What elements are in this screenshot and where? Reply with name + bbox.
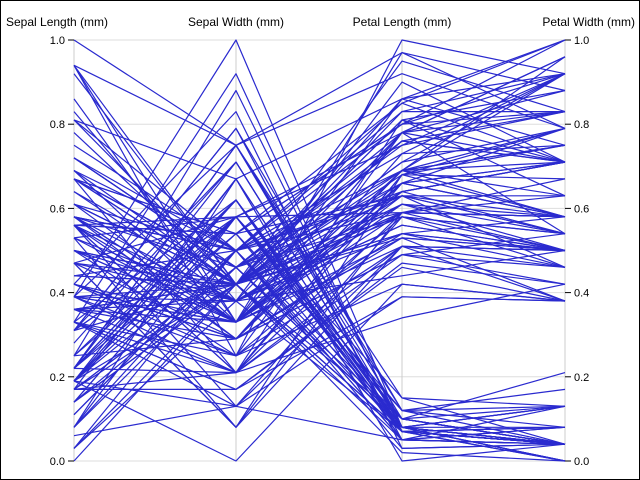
data-line-134: [73, 132, 566, 357]
data-line-95: [73, 233, 566, 298]
data-line-127: [73, 161, 566, 285]
data-line-148: [73, 73, 566, 239]
data-line-69: [73, 254, 566, 374]
data-line-119: [73, 174, 566, 428]
left-tick-label-2: 0.4: [50, 288, 65, 300]
left-tick-label-0: 0.0: [50, 456, 65, 468]
axis-label-1: Sepal Width (mm): [188, 15, 284, 29]
data-line-75: [73, 191, 566, 285]
data-line-140: [73, 56, 566, 268]
data-line-144: [73, 39, 566, 235]
data-line-138: [73, 161, 566, 285]
data-line-147: [73, 127, 566, 285]
data-line-103: [73, 132, 566, 302]
data-line-37: [73, 178, 566, 462]
data-line-98: [73, 283, 566, 374]
right-tick-label-2: 0.4: [574, 288, 589, 300]
data-line-137: [73, 140, 566, 268]
left-tick-label-3: 0.6: [50, 203, 65, 215]
data-line-125: [73, 102, 566, 252]
axis-label-2: Petal Length (mm): [353, 15, 452, 29]
right-tick-label-0: 0.0: [574, 456, 589, 468]
data-line-146: [73, 144, 566, 374]
left-tick-label-5: 1.0: [50, 35, 65, 47]
data-line-48: [73, 161, 566, 445]
data-line-131: [73, 39, 566, 146]
data-line-121: [73, 127, 566, 323]
data-line-141: [73, 73, 566, 268]
data-line-149: [73, 161, 566, 285]
left-tick-label-1: 0.2: [50, 372, 65, 384]
data-line-142: [73, 144, 566, 340]
right-tick-label-4: 0.8: [574, 119, 589, 131]
data-line-89: [73, 245, 566, 374]
data-line-100: [73, 39, 566, 235]
data-line-81: [73, 266, 566, 390]
data-line-85: [73, 195, 566, 264]
data-line-93: [73, 296, 566, 407]
data-line-117: [73, 51, 566, 146]
axis-label-0: Sepal Length (mm): [6, 15, 108, 29]
data-line-122: [73, 51, 566, 323]
data-line-99: [73, 237, 566, 323]
data-line-13: [73, 283, 566, 462]
data-line-79: [73, 283, 566, 357]
data-line-135: [73, 64, 566, 285]
data-line-84: [73, 212, 566, 332]
left-tick-label-4: 0.8: [50, 119, 65, 131]
data-line-34: [73, 266, 566, 462]
right-tick-label-1: 0.2: [574, 372, 589, 384]
data-line-45: [73, 283, 566, 433]
right-tick-label-5: 1.0: [574, 35, 589, 47]
axis-label-3: Petal Width (mm): [542, 15, 635, 29]
data-line-46: [73, 144, 566, 445]
data-line-109: [73, 39, 566, 180]
right-tick-label-3: 0.6: [574, 203, 589, 215]
